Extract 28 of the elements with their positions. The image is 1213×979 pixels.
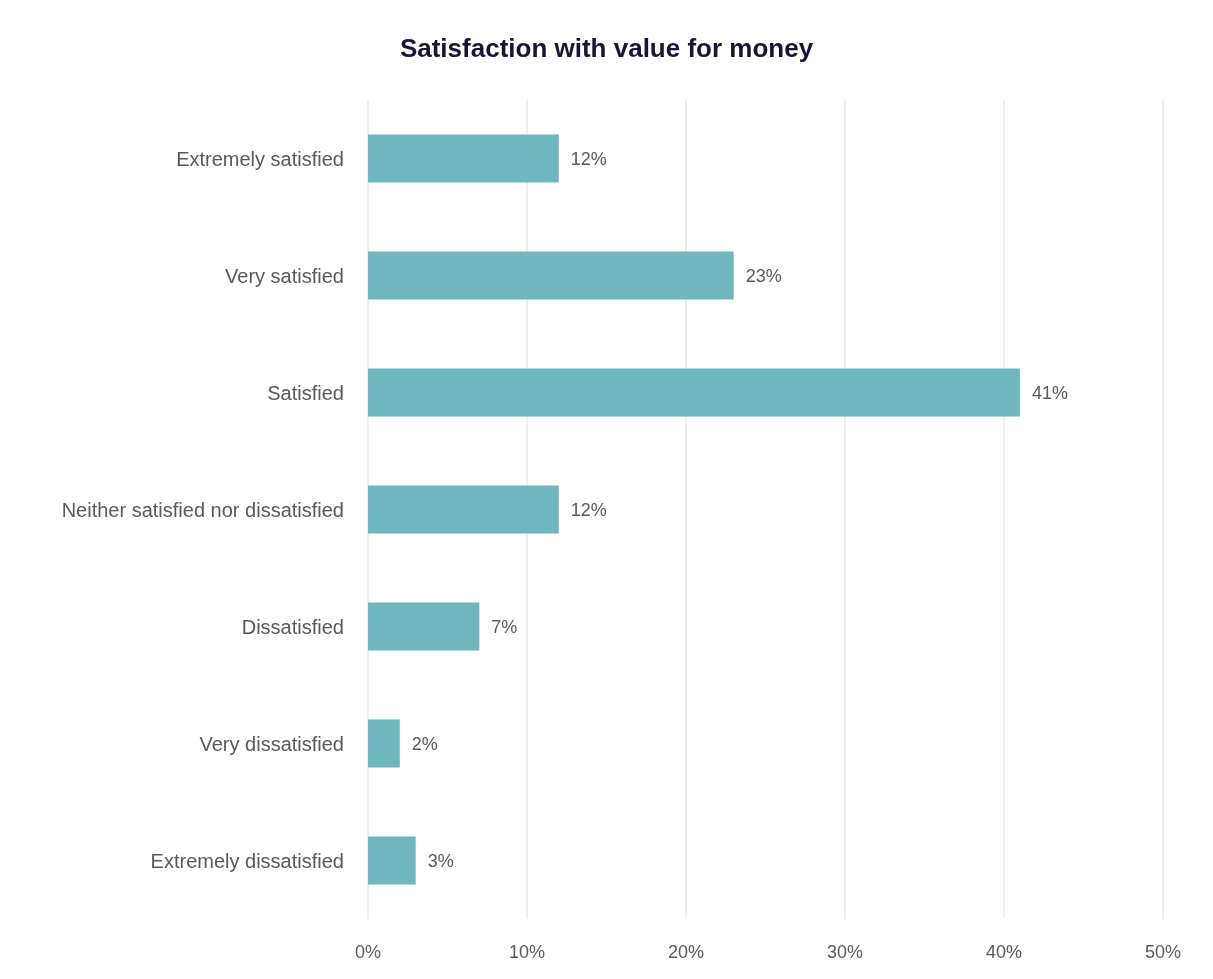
data-label: 12% [570, 499, 607, 520]
y-tick-label: Very dissatisfied [199, 732, 344, 755]
bar [368, 251, 734, 300]
y-tick-label: Dissatisfied [241, 615, 344, 638]
bar [368, 134, 559, 183]
bar [368, 368, 1020, 417]
x-tick-label: 40% [985, 942, 1023, 962]
x-tick-label: 50% [1144, 942, 1182, 962]
x-tick-label: 30% [826, 942, 864, 962]
bar [368, 602, 480, 651]
bar [368, 719, 400, 768]
x-tick-label: 10% [508, 942, 546, 962]
data-label: 41% [1031, 382, 1068, 403]
y-tick-label: Satisfied [267, 381, 344, 404]
y-tick-label: Extremely satisfied [176, 147, 344, 170]
data-label: 12% [570, 148, 607, 169]
data-label: 23% [745, 265, 782, 286]
data-label: 7% [491, 616, 518, 637]
bar [368, 836, 416, 885]
y-tick-label: Very satisfied [225, 264, 344, 287]
y-tick-label: Extremely dissatisfied [150, 849, 344, 872]
y-tick-label: Neither satisfied nor dissatisfied [61, 498, 344, 521]
x-tick-label: 20% [667, 942, 705, 962]
x-tick-label: 0% [354, 942, 382, 962]
chart-title: Satisfaction with value for money [399, 33, 814, 63]
data-label: 2% [411, 733, 438, 754]
data-label: 3% [427, 850, 454, 871]
bar [368, 485, 559, 534]
